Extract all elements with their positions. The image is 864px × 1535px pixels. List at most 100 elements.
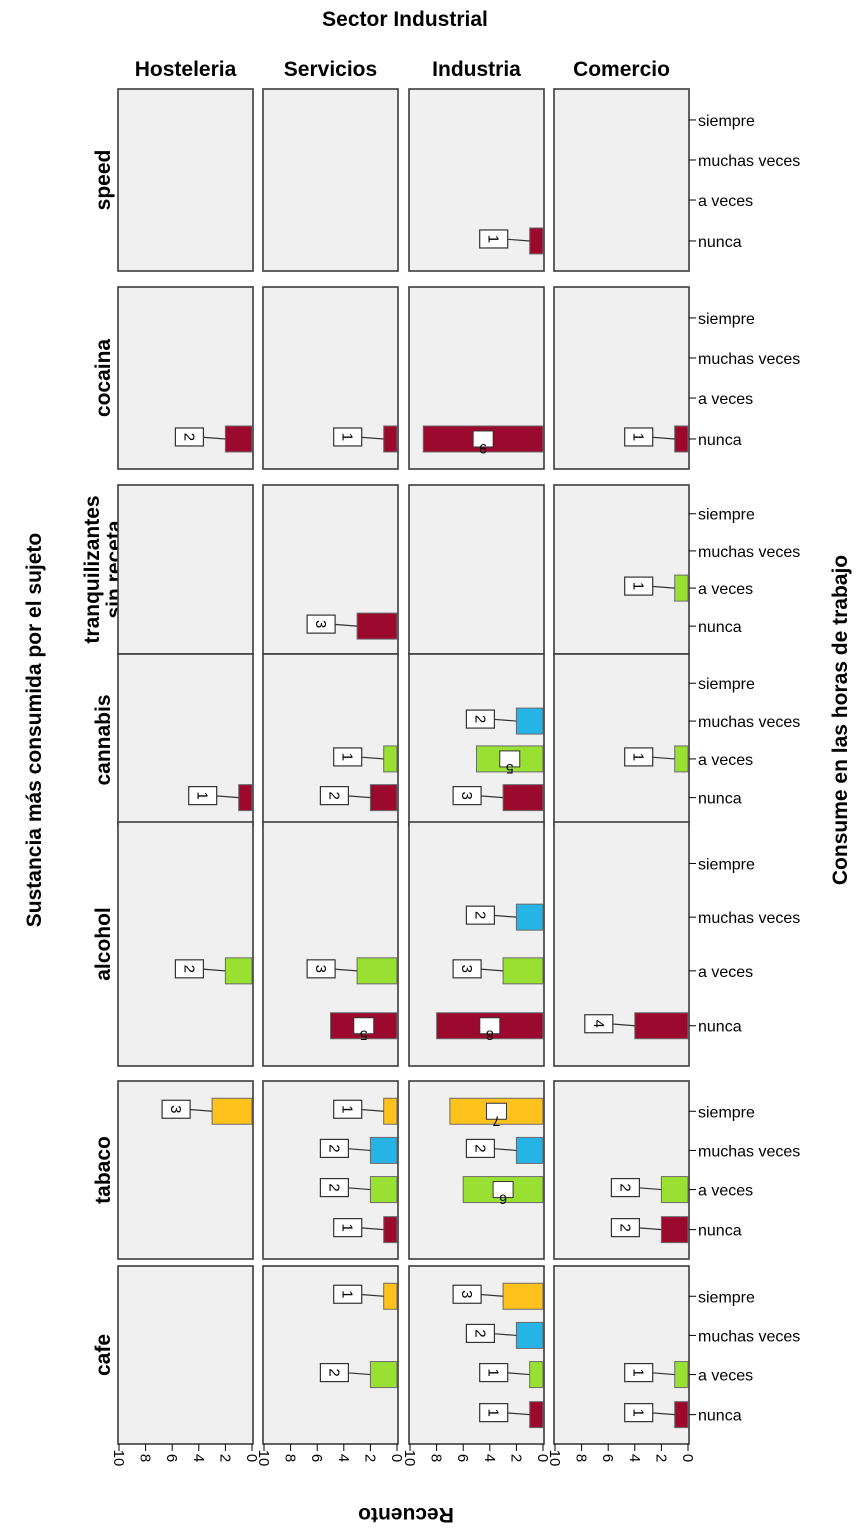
data-label: 1 [624,1403,675,1423]
data-label: 1 [624,576,675,596]
count-tick-label: 2 [216,1454,233,1462]
data-label-box [174,959,204,979]
panel-cocaina-servicios [262,286,399,470]
count-tick-label: 0 [388,1454,405,1462]
data-label-box [188,786,218,806]
data-label-box [479,1362,509,1383]
data-label-value: 2 [471,1144,488,1152]
data-label: 2 [465,1323,517,1344]
data-label-value: 6 [499,1192,507,1208]
data-label-value: 2 [325,1144,342,1152]
data-label-value: 7 [492,1113,500,1129]
row-label-cannabis: cannabis [92,694,115,785]
data-label-value: 2 [616,1223,633,1231]
data-label: 4 [584,1014,635,1034]
panel-tranquilizantes-sin-receta-industria [408,484,545,655]
data-label-box [333,1218,363,1238]
data-label-value: 3 [458,965,475,973]
data-label-value: 2 [325,1183,342,1191]
bar-cafe-industria-a-veces [529,1361,544,1389]
panel-speed-comercio [553,88,690,272]
data-label-value: 1 [339,1290,356,1298]
row-label-line: tranquilizantes [81,495,104,643]
category-label-a-veces: a veces [698,391,753,408]
data-label-box [319,1362,349,1383]
category-label-muchas-veces: muchas veces [698,1143,800,1160]
bar-cocaina-servicios-nunca [383,425,398,453]
panel-tranquilizantes-sin-receta-comercio [553,484,690,655]
data-label: 3 [452,786,504,806]
category-label-a-veces: a veces [698,193,753,210]
bar-tranquilizantes-sin-receta-comercio-a-veces [674,574,689,602]
data-label: 1 [479,229,530,249]
count-tick-label: 6 [163,1454,180,1462]
data-label-box [485,1102,507,1120]
data-label: 2 [319,786,371,806]
category-label-a-veces: a veces [698,1183,753,1200]
panel-cafe-hosteleria [117,1265,254,1445]
data-label-box [306,959,336,979]
data-label-box [624,427,654,447]
bar-cafe-industria-muchas-veces [515,1321,544,1349]
count-tick-label: 2 [652,1454,669,1462]
category-label-nunca: nunca [698,1408,742,1425]
column-label-industria: Industria [432,58,521,81]
data-label: 2 [465,1138,517,1159]
data-label-value: 2 [471,715,488,723]
panel-speed-industria [408,88,545,272]
category-label-siempre: siempre [698,1289,755,1306]
bar-cafe-servicios-siempre [383,1282,398,1310]
category-label-a-veces: a veces [698,752,753,769]
data-label-value: 1 [630,1368,647,1376]
data-label-box [479,1017,501,1035]
panel-cannabis-comercio [553,653,690,827]
count-tick-label: 4 [335,1454,352,1462]
bar-cafe-comercio-a-veces [674,1361,689,1389]
bar-alcohol-servicios-a-veces [356,957,398,985]
count-tick-label: 10 [401,1450,418,1467]
count-tick-label: 10 [255,1450,272,1467]
right-axis-label: Consume en las horas de trabajo [829,555,852,885]
data-label-box [465,905,495,925]
data-label: 3 [452,959,504,979]
count-tick-label: 4 [481,1454,498,1462]
data-label: 2 [465,905,517,925]
category-label-muchas-veces: muchas veces [698,910,800,927]
panel-tranquilizantes-sin-receta-hosteleria [117,484,254,655]
category-label-a-veces: a veces [698,581,753,598]
count-tick-label: 4 [626,1454,643,1462]
data-label-value: 1 [630,753,647,761]
panel-alcohol-hosteleria [117,821,254,1067]
bar-tabaco-industria-muchas-veces [515,1136,544,1164]
panel-tabaco-servicios [262,1080,399,1260]
count-tick-label: 6 [308,1454,325,1462]
data-label-box [333,427,363,447]
row-label-line: alcohol [92,907,115,981]
bar-cannabis-comercio-a-veces [674,745,689,773]
column-label-servicios: Servicios [284,58,377,81]
category-label-muchas-veces: muchas veces [698,714,800,731]
data-label-box [492,1181,514,1199]
panel-cafe-servicios [262,1265,399,1445]
data-label: 1 [333,427,384,447]
data-label-value: 1 [630,1408,647,1416]
data-label-value: 1 [630,582,647,590]
data-label-value: 2 [616,1183,633,1191]
bar-cafe-servicios-a-veces [369,1361,398,1389]
data-label: 1 [624,1362,675,1383]
category-label-nunca: nunca [698,619,742,636]
data-label-value: 2 [471,911,488,919]
bar-cafe-comercio-nunca [674,1401,689,1429]
data-label-value: 1 [339,753,356,761]
bar-cafe-industria-nunca [529,1401,544,1429]
panel-speed-hosteleria [117,88,254,272]
row-label-speed: speed [92,150,115,211]
bar-alcohol-industria-muchas-veces [515,903,544,931]
row-label-line: cannabis [92,694,115,785]
data-label: 2 [174,427,226,447]
data-label-box [333,747,363,767]
data-label: 1 [624,747,675,767]
data-label-value: 1 [630,433,647,441]
data-label: 1 [479,1362,530,1383]
row-label-line: tabaco [92,1136,115,1204]
